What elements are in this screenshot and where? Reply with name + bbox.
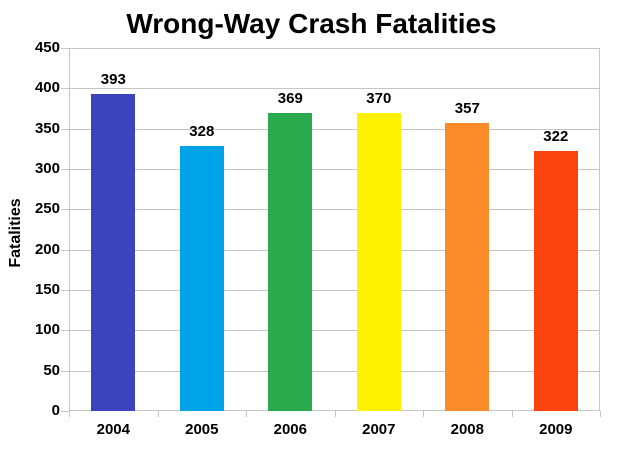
bar-2006	[268, 113, 313, 411]
y-tick-label: 200	[34, 240, 60, 258]
bar-2004	[91, 94, 136, 411]
x-axis-tick	[246, 411, 247, 417]
y-axis-tick	[61, 88, 69, 90]
x-axis-tick	[423, 411, 424, 417]
x-axis-tick	[600, 411, 601, 417]
gridline	[69, 169, 600, 170]
gridline	[69, 128, 600, 130]
gridline	[69, 88, 600, 90]
chart-title: Wrong-Way Crash Fatalities	[126, 8, 497, 39]
bar-value-label-2005: 328	[189, 123, 215, 141]
y-tick-label: 300	[34, 160, 60, 177]
gridline	[69, 290, 600, 291]
y-axis-tick	[61, 128, 69, 130]
bar-2008	[445, 123, 490, 411]
x-tick-label-2006: 2006	[273, 421, 307, 438]
y-tick-label: 250	[34, 200, 60, 218]
bar-2005	[179, 146, 224, 411]
x-tick-label-2008: 2008	[450, 421, 484, 438]
plot-area	[69, 48, 600, 411]
y-tick-label: 50	[43, 361, 60, 379]
y-axis-tick	[61, 370, 69, 372]
y-tick-label: 0	[51, 402, 60, 419]
y-axis-tick	[61, 249, 69, 251]
x-axis-tick	[157, 411, 159, 417]
gridline	[69, 370, 600, 372]
gridline	[69, 330, 600, 332]
gridline	[69, 249, 600, 251]
y-axis-tick	[61, 169, 69, 170]
y-axis-tick	[61, 330, 69, 332]
x-tick-label-2009: 2009	[539, 421, 573, 438]
x-tick-label-2005: 2005	[185, 421, 219, 438]
y-axis-tick	[61, 411, 69, 412]
y-tick-label: 100	[34, 321, 60, 339]
bar-value-label-2004: 393	[100, 71, 126, 88]
y-tick-label: 450	[34, 39, 60, 56]
y-tick-label: 400	[34, 79, 60, 97]
y-tick-label: 350	[34, 119, 60, 137]
bar-value-label-2007: 370	[366, 89, 392, 107]
x-tick-label-2007: 2007	[362, 421, 396, 438]
x-axis-tick	[69, 411, 70, 417]
bar-2009	[533, 151, 578, 411]
x-axis-tick	[334, 411, 336, 417]
gridline	[69, 209, 600, 211]
bar-2007	[356, 112, 401, 411]
x-axis-tick	[511, 411, 513, 417]
y-tick-label: 150	[34, 281, 60, 298]
bar-value-label-2006: 369	[277, 90, 303, 108]
bar-value-label-2009: 322	[543, 128, 569, 146]
y-axis-tick	[61, 290, 69, 291]
y-axis-tick	[61, 209, 69, 211]
x-tick-label-2004: 2004	[96, 421, 130, 438]
bar-value-label-2008: 357	[454, 100, 480, 117]
y-axis-tick	[61, 48, 69, 49]
